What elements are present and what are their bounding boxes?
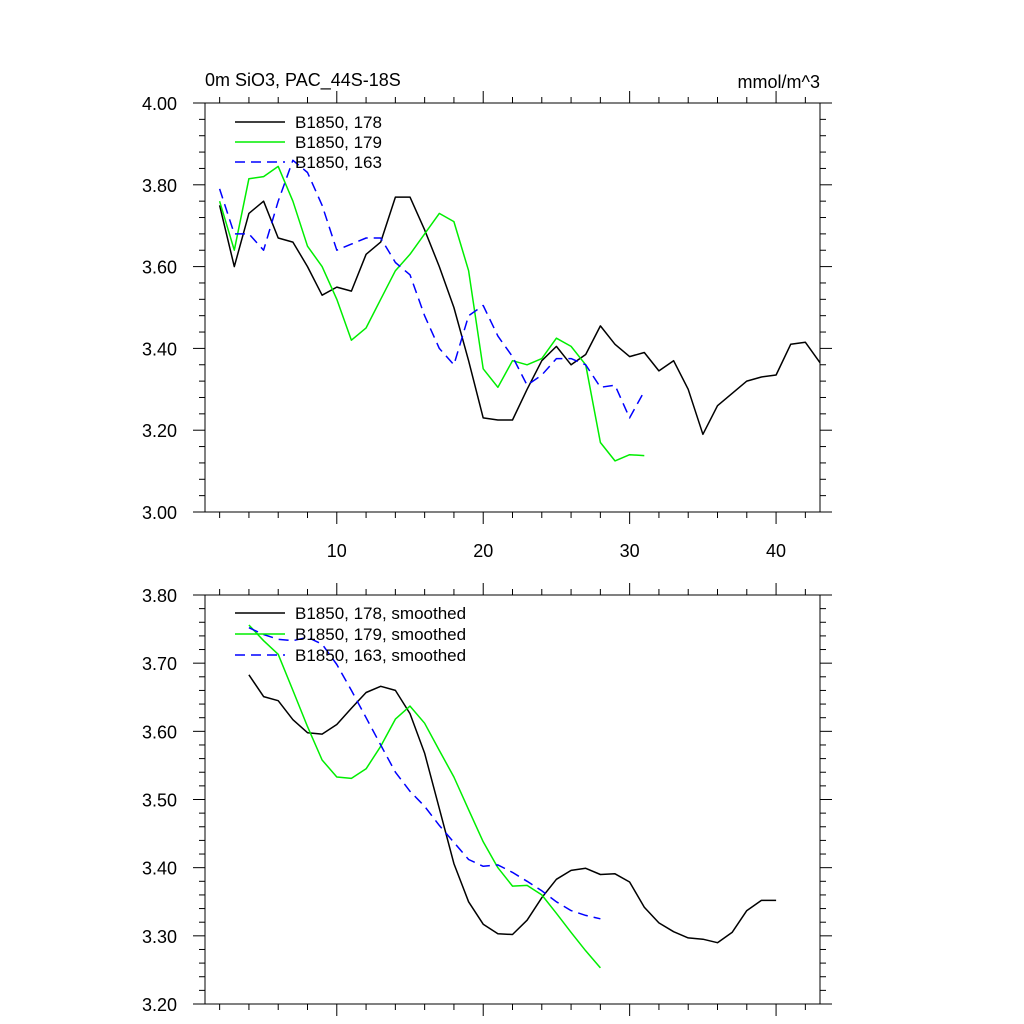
top-ytick-label: 3.80 <box>142 176 177 196</box>
bottom-series-line-0 <box>248 674 777 944</box>
top-axis-ticks: 10 20 30 40 3.00 3.20 3.40 3.60 3.80 4.00 <box>142 91 832 561</box>
top-xtick-label: 20 <box>473 541 493 561</box>
top-xtick-label: 10 <box>327 541 347 561</box>
bottom-ytick-label: 3.70 <box>142 654 177 674</box>
units-label: mmol/m^3 <box>738 72 820 92</box>
top-ytick-label: 3.60 <box>142 258 177 278</box>
legend-label-179: B1850, 179 <box>295 133 382 152</box>
top-ytick-label: 3.20 <box>142 421 177 441</box>
legend-label-178-smoothed: B1850, 178, smoothed <box>295 604 466 623</box>
bottom-legend: B1850, 178, smoothed B1850, 179, smoothe… <box>235 604 466 665</box>
legend-label-179-smoothed: B1850, 179, smoothed <box>295 625 466 644</box>
top-series-line-2 <box>218 159 645 419</box>
bottom-ytick-label: 3.40 <box>142 859 177 879</box>
top-series-line-1 <box>218 165 645 462</box>
legend-label-178: B1850, 178 <box>295 113 382 132</box>
top-xtick-label: 40 <box>766 541 786 561</box>
chart-title: 0m SiO3, PAC_44S-18S <box>205 70 401 91</box>
bottom-ytick-label: 3.60 <box>142 722 177 742</box>
bottom-ytick-label: 3.30 <box>142 927 177 947</box>
bottom-panel: 3.20 3.30 3.40 3.50 3.60 3.70 3.80 B1850, 178,… <box>142 583 832 1016</box>
top-series-line-0 <box>218 196 821 436</box>
bottom-series-lines <box>248 624 777 969</box>
bottom-axis-ticks: 3.20 3.30 3.40 3.50 3.60 3.70 3.80 <box>142 583 832 1016</box>
top-ytick-label: 4.00 <box>142 94 177 114</box>
top-panel: 0m SiO3, PAC_44S-18S mmol/m^3 10 20 30 40 3.… <box>142 70 832 561</box>
top-series-lines <box>218 159 821 462</box>
bottom-ytick-label: 3.80 <box>142 586 177 606</box>
top-legend: B1850, 178 B1850, 179 B1850, 163 <box>235 113 382 172</box>
legend-label-163-smoothed: B1850, 163, smoothed <box>295 646 466 665</box>
bottom-ytick-label: 3.50 <box>142 791 177 811</box>
legend-label-163: B1850, 163 <box>295 153 382 172</box>
top-xtick-label: 30 <box>620 541 640 561</box>
top-ytick-label: 3.40 <box>142 339 177 359</box>
bottom-series-line-1 <box>248 624 601 969</box>
bottom-ytick-label: 3.20 <box>142 995 177 1015</box>
bottom-series-line-2 <box>248 627 601 920</box>
top-ytick-label: 3.00 <box>142 503 177 523</box>
